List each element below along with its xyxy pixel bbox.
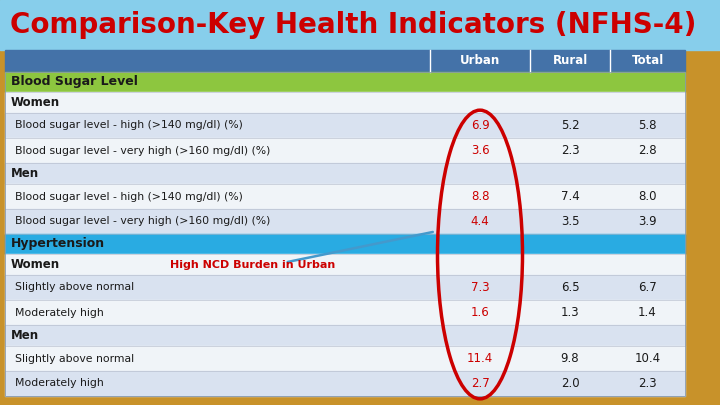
Text: 8.0: 8.0 xyxy=(638,190,657,203)
Text: 2.3: 2.3 xyxy=(638,377,657,390)
Text: Women: Women xyxy=(11,96,60,109)
Text: 7.3: 7.3 xyxy=(471,281,490,294)
Text: Men: Men xyxy=(11,167,39,180)
Bar xyxy=(5,254,685,275)
Text: 9.8: 9.8 xyxy=(561,352,580,365)
Text: 11.4: 11.4 xyxy=(467,352,493,365)
Text: 8.8: 8.8 xyxy=(471,190,490,203)
Text: Blood Sugar Level: Blood Sugar Level xyxy=(11,75,138,89)
Bar xyxy=(0,0,720,50)
Text: Blood sugar level - very high (>160 mg/dl) (%): Blood sugar level - very high (>160 mg/d… xyxy=(15,217,271,226)
Text: 7.4: 7.4 xyxy=(561,190,580,203)
Text: 3.6: 3.6 xyxy=(471,144,490,157)
Text: Blood sugar level - very high (>160 mg/dl) (%): Blood sugar level - very high (>160 mg/d… xyxy=(15,145,271,156)
Text: Slightly above normal: Slightly above normal xyxy=(15,283,134,292)
Text: 2.3: 2.3 xyxy=(561,144,580,157)
Text: Hypertension: Hypertension xyxy=(11,237,105,251)
Bar xyxy=(5,184,685,209)
Text: Blood sugar level - high (>140 mg/dl) (%): Blood sugar level - high (>140 mg/dl) (%… xyxy=(15,121,243,130)
Text: 3.9: 3.9 xyxy=(638,215,657,228)
Text: 6.7: 6.7 xyxy=(638,281,657,294)
Text: 1.3: 1.3 xyxy=(561,306,580,319)
Text: Slightly above normal: Slightly above normal xyxy=(15,354,134,364)
Text: Blood sugar level - high (>140 mg/dl) (%): Blood sugar level - high (>140 mg/dl) (%… xyxy=(15,192,243,202)
Text: Urban: Urban xyxy=(460,55,500,68)
Text: 3.5: 3.5 xyxy=(561,215,580,228)
Text: Comparison-Key Health Indicators (NFHS-4): Comparison-Key Health Indicators (NFHS-4… xyxy=(10,11,696,39)
Bar xyxy=(5,72,685,396)
Text: High NCD Burden in Urban: High NCD Burden in Urban xyxy=(170,260,336,269)
Text: Total: Total xyxy=(631,55,664,68)
Bar xyxy=(5,163,685,184)
Text: 2.7: 2.7 xyxy=(471,377,490,390)
Text: 1.6: 1.6 xyxy=(471,306,490,319)
Text: Women: Women xyxy=(11,258,60,271)
Bar xyxy=(5,113,685,138)
Bar xyxy=(5,50,685,72)
Text: 2.8: 2.8 xyxy=(638,144,657,157)
Bar xyxy=(5,92,685,113)
Bar xyxy=(5,138,685,163)
Bar xyxy=(5,72,685,92)
Text: Moderately high: Moderately high xyxy=(15,379,104,388)
Text: 4.4: 4.4 xyxy=(471,215,490,228)
Text: 10.4: 10.4 xyxy=(634,352,660,365)
Bar xyxy=(5,275,685,300)
Text: 1.4: 1.4 xyxy=(638,306,657,319)
Text: Moderately high: Moderately high xyxy=(15,307,104,318)
Text: Men: Men xyxy=(11,329,39,342)
Bar xyxy=(5,346,685,371)
Bar xyxy=(5,300,685,325)
Text: 6.9: 6.9 xyxy=(471,119,490,132)
Bar xyxy=(5,371,685,396)
Bar xyxy=(5,234,685,254)
Bar xyxy=(5,325,685,346)
Text: 2.0: 2.0 xyxy=(561,377,580,390)
Text: 5.8: 5.8 xyxy=(638,119,657,132)
Text: Rural: Rural xyxy=(552,55,588,68)
Text: 5.2: 5.2 xyxy=(561,119,580,132)
Text: 6.5: 6.5 xyxy=(561,281,580,294)
Bar xyxy=(5,209,685,234)
